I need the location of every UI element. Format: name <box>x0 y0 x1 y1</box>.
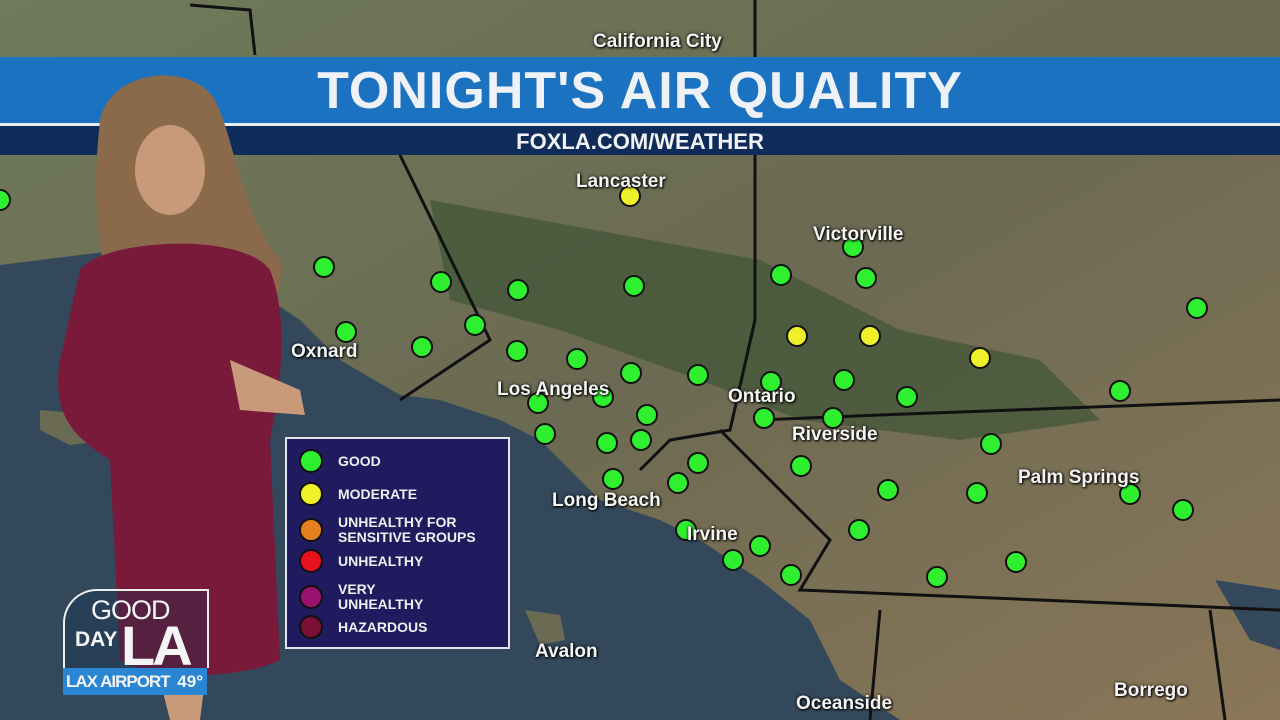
city-label-irvine: Irvine <box>687 524 738 545</box>
aqi-legend: GOOD MODERATE UNHEALTHY FOR SENSITIVE GR… <box>285 437 510 649</box>
legend-label: UNHEALTHY FOR SENSITIVE GROUPS <box>338 514 476 545</box>
legend-item-hazardous: HAZARDOUS <box>299 615 427 639</box>
station-dot-good <box>687 364 709 386</box>
legend-swatch-usg <box>299 518 323 542</box>
page-title: TONIGHT'S AIR QUALITY <box>317 62 963 120</box>
station-dot-good <box>926 566 948 588</box>
station-dot-good <box>877 479 899 501</box>
city-label-victorville: Victorville <box>813 224 904 245</box>
station-dot-good <box>0 189 11 211</box>
good-day-la-logo: GOOD DAY LA LAX AIRPORT 49° <box>63 589 209 697</box>
station-dot-good <box>790 455 812 477</box>
legend-swatch-moderate <box>299 482 323 506</box>
station-dot-moderate <box>969 347 991 369</box>
station-dot-good <box>749 535 771 557</box>
station-dot-good <box>623 275 645 297</box>
station-dot-good <box>592 386 614 408</box>
station-dot-good <box>833 369 855 391</box>
temperature-bar: LAX AIRPORT 49° <box>63 668 207 695</box>
station-dot-good <box>527 392 549 414</box>
city-label-avalon: Avalon <box>535 641 598 662</box>
station-dot-good <box>770 264 792 286</box>
station-dot-good <box>966 482 988 504</box>
station-dot-moderate <box>786 325 808 347</box>
city-label-palm-springs: Palm Springs <box>1018 467 1140 488</box>
station-dot-good <box>1172 499 1194 521</box>
station-dot-good <box>667 472 689 494</box>
station-dot-good <box>411 336 433 358</box>
station-dot-good <box>313 256 335 278</box>
station-dot-good <box>842 236 864 258</box>
location-label: LAX AIRPORT <box>66 672 171 691</box>
station-dot-good <box>506 340 528 362</box>
city-label-long-beach: Long Beach <box>552 490 661 511</box>
station-dot-good <box>1005 551 1027 573</box>
station-dot-good <box>335 321 357 343</box>
station-dot-good <box>430 271 452 293</box>
station-dot-good <box>848 519 870 541</box>
station-dot-good <box>1119 483 1141 505</box>
legend-label: UNHEALTHY <box>338 552 424 569</box>
station-dot-good <box>980 433 1002 455</box>
station-dot-moderate <box>619 185 641 207</box>
city-label-oxnard: Oxnard <box>291 341 358 362</box>
legend-item-usg: UNHEALTHY FOR SENSITIVE GROUPS <box>299 515 498 545</box>
station-dot-good <box>722 549 744 571</box>
temperature-value: 49° <box>177 672 203 691</box>
legend-label: MODERATE <box>338 485 418 502</box>
legend-item-very-unhealthy: VERY UNHEALTHY <box>299 582 438 612</box>
station-dot-moderate <box>859 325 881 347</box>
station-dot-good <box>822 407 844 429</box>
station-dot-good <box>507 279 529 301</box>
legend-label: GOOD <box>338 452 381 469</box>
station-dot-good <box>1109 380 1131 402</box>
title-banner: TONIGHT'S AIR QUALITY <box>0 57 1280 126</box>
station-dot-good <box>636 404 658 426</box>
station-dot-good <box>534 423 556 445</box>
station-dot-good <box>1186 297 1208 319</box>
legend-item-unhealthy: UNHEALTHY <box>299 549 423 573</box>
station-dot-good <box>602 468 624 490</box>
legend-item-moderate: MODERATE <box>299 482 417 506</box>
city-label-california-city: California City <box>593 31 722 52</box>
station-dot-good <box>620 362 642 384</box>
legend-label: HAZARDOUS <box>338 618 428 635</box>
legend-item-good: GOOD <box>299 449 381 473</box>
website-url: FOXLA.COM/WEATHER <box>516 129 764 154</box>
city-label-borrego: Borrego <box>1114 680 1188 701</box>
station-dot-good <box>780 564 802 586</box>
station-dot-good <box>630 429 652 451</box>
legend-swatch-hazardous <box>299 615 323 639</box>
city-label-oceanside: Oceanside <box>796 693 893 714</box>
legend-label: VERY UNHEALTHY <box>338 581 424 612</box>
station-dot-good <box>760 371 782 393</box>
station-dot-good <box>675 519 697 541</box>
city-label-ontario: Ontario <box>728 386 796 407</box>
station-dot-good <box>753 407 775 429</box>
presenter <box>58 75 305 720</box>
station-dot-good <box>596 432 618 454</box>
station-dot-good <box>855 267 877 289</box>
station-dot-good <box>687 452 709 474</box>
city-label-lancaster: Lancaster <box>576 171 666 192</box>
city-label-riverside: Riverside <box>792 424 878 445</box>
city-label-los-angeles: Los Angeles <box>497 379 610 400</box>
legend-swatch-good <box>299 449 323 473</box>
station-dot-good <box>896 386 918 408</box>
station-dot-good <box>566 348 588 370</box>
station-dot-good <box>464 314 486 336</box>
legend-swatch-unhealthy <box>299 549 323 573</box>
legend-swatch-very-unhealthy <box>299 585 323 609</box>
